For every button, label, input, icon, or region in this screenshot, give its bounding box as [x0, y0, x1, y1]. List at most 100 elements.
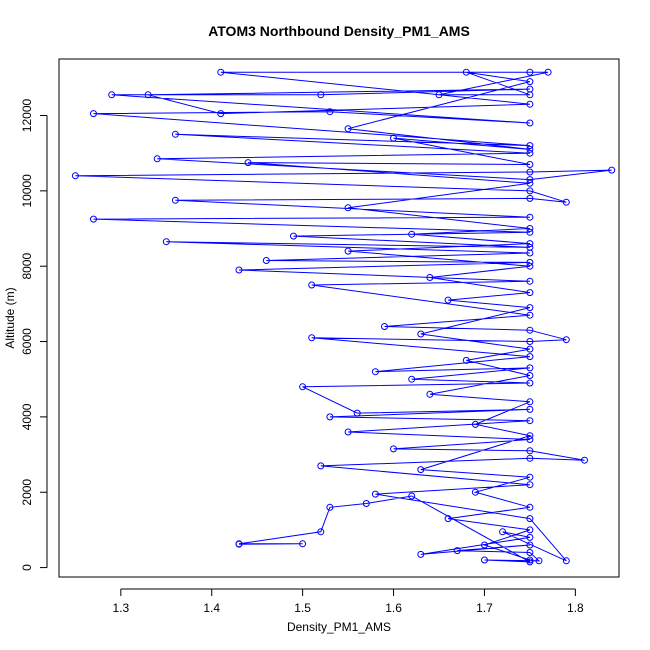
data-point: [71, 172, 79, 180]
data-point: [353, 409, 361, 417]
data-point: [581, 456, 588, 464]
x-axis: 1.3 1.4 1.5 1.6 1.7 1.8: [112, 588, 584, 615]
data-point: [562, 557, 570, 565]
data-point: [444, 296, 452, 304]
x-tick-label: 1.4: [203, 601, 220, 615]
data-point: [535, 557, 543, 565]
data-point: [326, 503, 334, 511]
data-point: [526, 353, 534, 361]
data-point: [162, 238, 170, 246]
data-point: [526, 556, 534, 564]
y-tick-label: 8000: [20, 253, 34, 280]
data-point: [344, 125, 352, 133]
data-point: [217, 68, 225, 76]
data-point: [526, 379, 534, 387]
data-point: [526, 179, 534, 187]
data-point: [444, 515, 452, 523]
data-point: [308, 281, 316, 289]
data-point: [526, 145, 534, 153]
data-point: [526, 277, 534, 285]
series-line: [75, 71, 612, 563]
x-tick-label: 1.7: [476, 601, 493, 615]
data-point: [526, 258, 534, 266]
y-tick-label: 6000: [20, 328, 34, 355]
data-point: [417, 466, 425, 474]
data-point: [108, 91, 116, 99]
data-point: [408, 230, 416, 238]
data-point: [408, 375, 416, 383]
data-point: [144, 91, 152, 99]
data-point: [344, 247, 352, 255]
data-point: [526, 533, 534, 541]
data-point: [526, 405, 534, 413]
data-point: [171, 196, 179, 204]
data-point: [526, 338, 534, 345]
data-point: [390, 445, 397, 453]
data-point: [526, 142, 534, 150]
data-point: [526, 119, 534, 127]
data-point: [390, 134, 397, 142]
data-point: [526, 68, 534, 76]
chart-title: ATOM3 Northbound Density_PM1_AMS: [208, 23, 470, 39]
x-tick-label: 1.6: [385, 601, 402, 615]
data-point: [308, 334, 316, 342]
y-tick-label: 0: [20, 564, 34, 571]
data-point: [526, 345, 534, 353]
data-point: [526, 176, 534, 184]
data-point: [526, 289, 534, 297]
data-point: [317, 528, 325, 536]
data-point: [526, 168, 534, 176]
data-point: [526, 526, 534, 534]
data-point: [544, 68, 552, 76]
data-point: [471, 488, 479, 496]
data-point: [344, 428, 352, 436]
x-tick-label: 1.8: [567, 601, 584, 615]
data-point: [526, 473, 534, 481]
data-point: [235, 266, 243, 274]
data-point: [526, 262, 534, 270]
data-point: [235, 540, 243, 548]
data-point: [262, 257, 270, 264]
x-tick-label: 1.3: [112, 601, 129, 615]
data-point: [526, 372, 534, 379]
y-axis: 0 2000 4000 6000 8000 10000 12000: [20, 99, 48, 571]
data-point: [435, 91, 443, 99]
data-point: [90, 215, 97, 223]
data-point: [426, 274, 434, 281]
data-point: [526, 364, 534, 372]
data-point: [317, 462, 325, 470]
data-point: [526, 454, 534, 462]
data-point: [462, 68, 470, 76]
y-tick-label: 2000: [20, 479, 34, 506]
data-point: [217, 110, 225, 118]
data-point: [526, 515, 534, 523]
y-tick-label: 4000: [20, 403, 34, 430]
data-point: [526, 149, 534, 157]
data-points: [71, 68, 616, 566]
data-point: [526, 100, 534, 108]
data-point: [462, 356, 470, 364]
data-point: [299, 383, 307, 391]
data-point: [371, 368, 379, 376]
data-point: [371, 490, 379, 498]
data-point: [526, 326, 534, 334]
data-point: [526, 558, 534, 566]
plot-area: [75, 71, 612, 563]
data-point: [499, 528, 507, 536]
data-point: [471, 420, 479, 428]
data-point: [526, 481, 534, 489]
plot-frame: [58, 58, 620, 578]
data-point: [526, 417, 534, 425]
data-point: [408, 492, 416, 500]
data-point: [526, 503, 534, 511]
y-tick-label: 12000: [20, 99, 34, 133]
data-point: [344, 204, 352, 212]
data-point: [526, 78, 534, 86]
data-point: [317, 91, 325, 99]
data-point: [299, 540, 307, 548]
data-point: [526, 447, 534, 455]
data-point: [526, 243, 534, 251]
data-point: [481, 541, 488, 549]
data-point: [526, 225, 534, 232]
